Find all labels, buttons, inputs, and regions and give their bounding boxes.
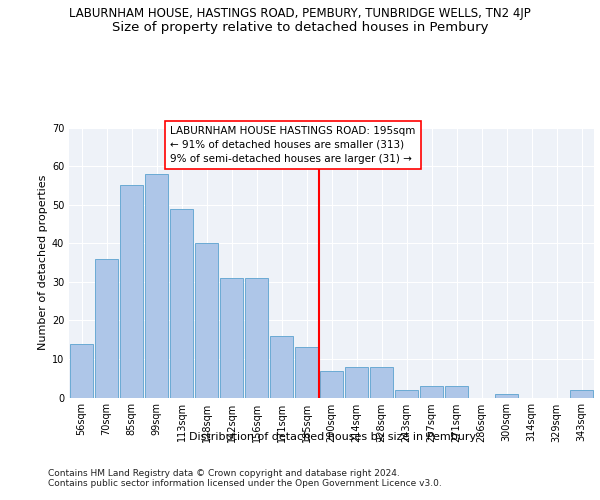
Bar [120, 186, 143, 398]
Bar [370, 366, 393, 398]
Bar [495, 394, 518, 398]
Bar [170, 208, 193, 398]
Bar [570, 390, 593, 398]
Bar [220, 278, 243, 398]
Bar [420, 386, 443, 398]
Bar [70, 344, 93, 398]
Y-axis label: Number of detached properties: Number of detached properties [38, 175, 47, 350]
Text: LABURNHAM HOUSE HASTINGS ROAD: 195sqm
← 91% of detached houses are smaller (313): LABURNHAM HOUSE HASTINGS ROAD: 195sqm ← … [170, 126, 416, 164]
Bar [145, 174, 168, 398]
Bar [320, 370, 343, 398]
Text: LABURNHAM HOUSE, HASTINGS ROAD, PEMBURY, TUNBRIDGE WELLS, TN2 4JP: LABURNHAM HOUSE, HASTINGS ROAD, PEMBURY,… [69, 8, 531, 20]
Bar [270, 336, 293, 398]
Text: Distribution of detached houses by size in Pembury: Distribution of detached houses by size … [190, 432, 476, 442]
Bar [445, 386, 468, 398]
Text: Contains HM Land Registry data © Crown copyright and database right 2024.
Contai: Contains HM Land Registry data © Crown c… [48, 469, 442, 488]
Bar [295, 348, 318, 398]
Text: Size of property relative to detached houses in Pembury: Size of property relative to detached ho… [112, 21, 488, 34]
Bar [395, 390, 418, 398]
Bar [195, 243, 218, 398]
Bar [95, 258, 118, 398]
Bar [345, 366, 368, 398]
Bar [245, 278, 268, 398]
